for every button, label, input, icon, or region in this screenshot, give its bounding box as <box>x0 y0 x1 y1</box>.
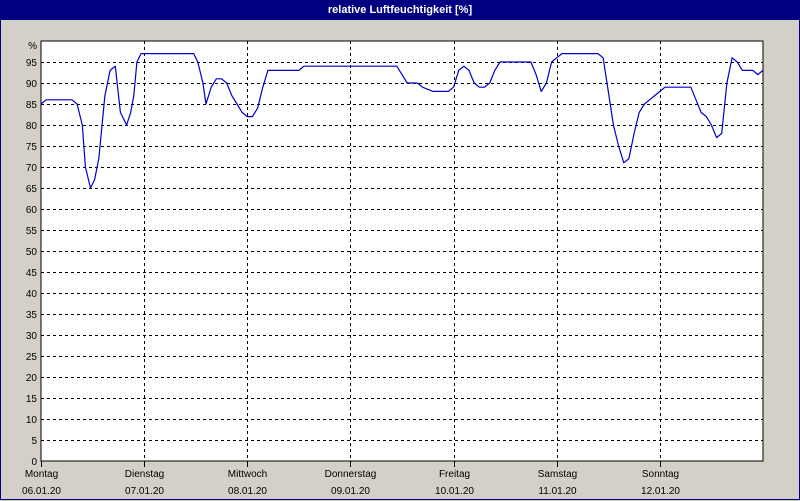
x-tick-day-name: Montag <box>25 469 58 480</box>
y-tick-label: 85 <box>26 100 38 111</box>
x-tick-day-name: Freitag <box>439 469 470 480</box>
y-tick-label: 25 <box>26 352 38 363</box>
y-tick-label: 45 <box>26 268 38 279</box>
y-tick-label: 20 <box>26 373 38 384</box>
y-tick-label: 0 <box>31 457 37 468</box>
y-tick-label: 70 <box>26 163 38 174</box>
y-tick-label: 5 <box>31 436 37 447</box>
x-tick-date: 12.01.20 <box>641 486 680 497</box>
y-tick-label: 65 <box>26 184 38 195</box>
x-tick-date: 06.01.20 <box>22 486 61 497</box>
y-tick-label: 50 <box>26 247 38 258</box>
x-tick-date: 09.01.20 <box>331 486 370 497</box>
y-tick-label: 80 <box>26 121 38 132</box>
y-axis-labels: 0 5 10 15 20 25 30 35 40 45 50 55 60 65 70 75 80 85 90 95% <box>26 41 38 468</box>
grid-lines <box>41 41 763 467</box>
x-tick-day-name: Sonntag <box>642 469 679 480</box>
y-tick-label: 90 <box>26 79 38 90</box>
series-line <box>40 52 764 189</box>
chart-title: relative Luftfeuchtigkeit [%] <box>1 1 799 20</box>
y-tick-label: 95 <box>26 58 38 69</box>
y-tick-label: 10 <box>26 415 38 426</box>
y-tick-label: 15 <box>26 394 38 405</box>
x-tick-day-name: Donnerstag <box>325 469 377 480</box>
y-tick-label: 60 <box>26 205 38 216</box>
series-layer <box>40 52 764 189</box>
y-tick-label: 40 <box>26 289 38 300</box>
x-tick-date: 07.01.20 <box>125 486 164 497</box>
x-tick-date: 08.01.20 <box>228 486 267 497</box>
y-tick-label: 30 <box>26 331 38 342</box>
x-tick-date: 10.01.20 <box>435 486 474 497</box>
x-tick-day-name: Dienstag <box>125 469 164 480</box>
x-tick-day-name: Samstag <box>538 469 577 480</box>
y-axis-unit: % <box>28 41 37 52</box>
x-tick-day-name: Mittwoch <box>228 469 267 480</box>
x-axis-labels: Montag 06.01.20 Dienstag 07.01.20 Mittwoch 08… <box>22 469 680 497</box>
y-tick-label: 75 <box>26 142 38 153</box>
y-tick-label: 35 <box>26 310 38 321</box>
y-tick-label: 55 <box>26 226 38 237</box>
x-tick-date: 11.01.20 <box>538 486 577 497</box>
